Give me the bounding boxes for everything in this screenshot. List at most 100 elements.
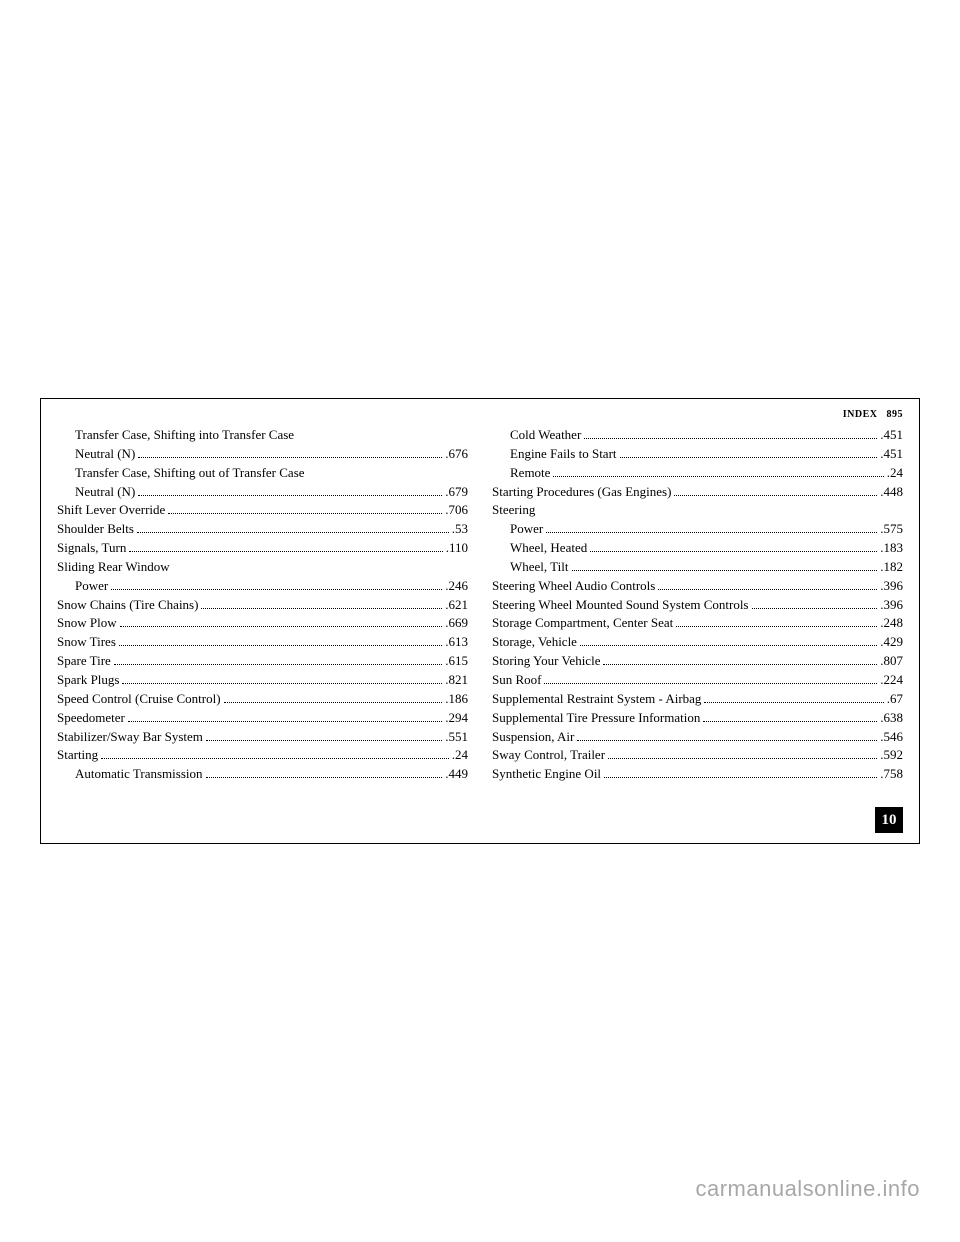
index-entry-page: .451 — [880, 445, 903, 464]
index-entry-label: Remote — [510, 464, 550, 483]
index-entry-page: .448 — [880, 483, 903, 502]
index-entry: Steering Wheel Audio Controls.396 — [492, 577, 903, 596]
index-entry: Sun Roof.224 — [492, 671, 903, 690]
index-entry-label: Stabilizer/Sway Bar System — [57, 728, 203, 747]
leader-dots — [168, 504, 442, 514]
index-entry-page: .396 — [880, 596, 903, 615]
index-entry: Wheel, Tilt.182 — [492, 558, 903, 577]
leader-dots — [676, 617, 877, 627]
index-entry: Neutral (N) .676 — [57, 445, 468, 464]
leader-dots — [114, 655, 442, 665]
index-entry-page: .294 — [445, 709, 468, 728]
index-entry-page: .679 — [445, 483, 468, 502]
index-entry: Sliding Rear Window — [57, 558, 468, 577]
leader-dots — [604, 768, 877, 778]
right-column: Cold Weather.451Engine Fails to Start .45… — [492, 426, 903, 784]
index-entry-label: Power — [510, 520, 543, 539]
index-entry-page: .183 — [880, 539, 903, 558]
index-entry: Supplemental Tire Pressure Information.6… — [492, 709, 903, 728]
index-entry: Power .575 — [492, 520, 903, 539]
leader-dots — [128, 711, 442, 721]
index-entry-label: Spark Plugs — [57, 671, 119, 690]
index-entry: Starting Procedures (Gas Engines).448 — [492, 483, 903, 502]
index-entry-label: Steering Wheel Audio Controls — [492, 577, 655, 596]
index-entry-label: Synthetic Engine Oil — [492, 765, 601, 784]
index-entry: Supplemental Restraint System - Airbag.6… — [492, 690, 903, 709]
index-entry: Shoulder Belts .53 — [57, 520, 468, 539]
leader-dots — [584, 429, 877, 439]
index-entry-page: .621 — [445, 596, 468, 615]
index-entry: Suspension, Air.546 — [492, 728, 903, 747]
index-entry-page: .669 — [445, 614, 468, 633]
index-entry-label: Supplemental Restraint System - Airbag — [492, 690, 701, 709]
index-entry: Snow Tires .613 — [57, 633, 468, 652]
leader-dots — [590, 542, 877, 552]
index-entry-label: Speedometer — [57, 709, 125, 728]
index-entry: Spark Plugs.821 — [57, 671, 468, 690]
index-entry: Cold Weather.451 — [492, 426, 903, 445]
leader-dots — [580, 636, 877, 646]
index-entry: Engine Fails to Start .451 — [492, 445, 903, 464]
index-entry-label: Suspension, Air — [492, 728, 574, 747]
index-entry-label: Shift Lever Override — [57, 501, 165, 520]
leader-dots — [138, 485, 442, 495]
index-entry-page: .449 — [445, 765, 468, 784]
watermark: carmanualsonline.info — [695, 1176, 920, 1202]
manual-page: INDEX 895 Transfer Case, Shifting into T… — [40, 398, 920, 844]
index-entry-page: .24 — [887, 464, 903, 483]
index-entry-page: .592 — [880, 746, 903, 765]
index-entry-page: .248 — [880, 614, 903, 633]
index-entry-page: .110 — [446, 539, 468, 558]
index-entry: Storing Your Vehicle.807 — [492, 652, 903, 671]
index-entry: Storage, Vehicle .429 — [492, 633, 903, 652]
index-entry-label: Starting — [57, 746, 98, 765]
section-tab: 10 — [875, 807, 903, 833]
index-entry: Neutral (N).679 — [57, 483, 468, 502]
index-entry-label: Shoulder Belts — [57, 520, 134, 539]
index-entry: Spare Tire.615 — [57, 652, 468, 671]
leader-dots — [608, 749, 877, 759]
index-entry: Storage Compartment, Center Seat .248 — [492, 614, 903, 633]
index-entry-label: Storage, Vehicle — [492, 633, 577, 652]
index-entry-page: .613 — [445, 633, 468, 652]
leader-dots — [101, 749, 449, 759]
leader-dots — [129, 542, 442, 552]
index-entry-label: Spare Tire — [57, 652, 111, 671]
index-entry: Synthetic Engine Oil .758 — [492, 765, 903, 784]
leader-dots — [703, 711, 877, 721]
header-page-number: 895 — [887, 409, 904, 420]
index-entry-label: Snow Tires — [57, 633, 116, 652]
leader-dots — [658, 579, 877, 589]
index-entry-page: .429 — [880, 633, 903, 652]
index-entry: Steering — [492, 501, 903, 520]
leader-dots — [137, 523, 449, 533]
index-entry-label: Storage Compartment, Center Seat — [492, 614, 673, 633]
index-entry-label: Snow Chains (Tire Chains) — [57, 596, 198, 615]
index-entry: Power.246 — [57, 577, 468, 596]
leader-dots — [603, 655, 877, 665]
index-entry-page: .575 — [880, 520, 903, 539]
index-entry-label: Engine Fails to Start — [510, 445, 617, 464]
index-entry: Shift Lever Override.706 — [57, 501, 468, 520]
index-entry-page: .758 — [880, 765, 903, 784]
leader-dots — [224, 692, 443, 702]
index-entry: Speedometer .294 — [57, 709, 468, 728]
index-entry-page: .246 — [445, 577, 468, 596]
leader-dots — [120, 617, 443, 627]
index-entry-page: .53 — [452, 520, 468, 539]
index-entry: Remote .24 — [492, 464, 903, 483]
index-entry: Sway Control, Trailer.592 — [492, 746, 903, 765]
index-entry-page: .551 — [445, 728, 468, 747]
leader-dots — [544, 674, 877, 684]
index-entry-label: Sliding Rear Window — [57, 558, 170, 577]
index-entry-label: Neutral (N) — [75, 445, 135, 464]
leader-dots — [553, 466, 883, 476]
index-entry-page: .676 — [445, 445, 468, 464]
page-header: INDEX 895 — [57, 409, 903, 420]
leader-dots — [206, 768, 443, 778]
leader-dots — [119, 636, 442, 646]
leader-dots — [138, 447, 442, 457]
index-entry-page: .807 — [880, 652, 903, 671]
header-section: INDEX — [843, 409, 878, 420]
index-entry-label: Transfer Case, Shifting out of Transfer … — [75, 464, 305, 483]
